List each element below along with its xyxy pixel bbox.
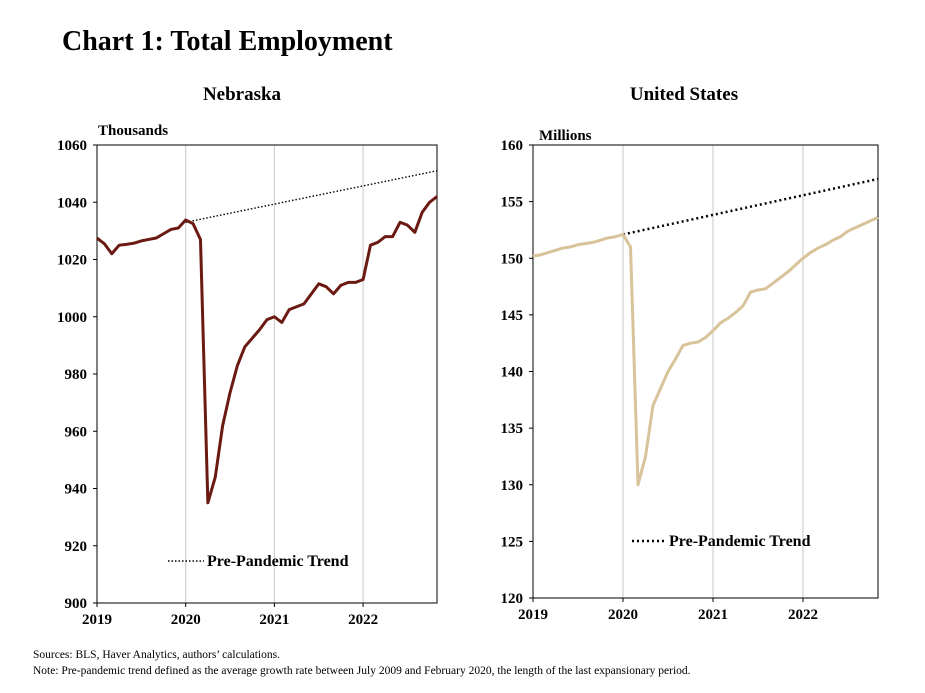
y-tick-label: 1040: [57, 195, 87, 211]
y-tick-label: 980: [65, 367, 88, 383]
y-tick-label: 140: [501, 365, 524, 381]
x-tick-label: 2021: [698, 607, 728, 623]
x-tick-label: 2022: [788, 607, 818, 623]
legend-label: Pre-Pandemic Trend: [207, 553, 349, 570]
chart-title: Chart 1: Total Employment: [62, 26, 393, 57]
y-tick-label: 1020: [57, 253, 87, 269]
x-tick-label: 2022: [348, 612, 378, 628]
y-tick-label: 940: [65, 482, 88, 498]
y-tick-label: 1000: [57, 310, 87, 326]
y-tick-label: 155: [501, 195, 524, 211]
us-panel-title: United States: [629, 84, 739, 105]
trend-line: [185, 170, 438, 223]
sources-note: Sources: BLS, Haver Analytics, authors’ …: [33, 649, 280, 661]
methodology-note: Note: Pre-pandemic trend defined as the …: [33, 665, 691, 677]
y-tick-label: 900: [65, 596, 88, 612]
x-tick-label: 2021: [259, 612, 289, 628]
y-tick-label: 960: [65, 424, 88, 440]
x-tick-label: 2020: [608, 607, 638, 623]
plot-frame: [532, 144, 879, 599]
y-tick-label: 920: [65, 539, 88, 555]
plot-frame: [96, 144, 438, 604]
nebraska-employment-line: [96, 195, 438, 505]
y-tick-label: 145: [501, 308, 524, 324]
y-axis-unit-label: Millions: [539, 128, 592, 144]
y-tick-label: 150: [501, 251, 524, 267]
nebraska-panel-title: Nebraska: [202, 84, 282, 105]
x-tick-label: 2019: [82, 612, 112, 628]
y-tick-label: 160: [501, 138, 524, 154]
x-tick-label: 2019: [518, 607, 548, 623]
trend-line: [622, 177, 879, 236]
y-axis-unit-label: Thousands: [98, 123, 168, 139]
y-tick-label: 135: [501, 421, 524, 437]
us-employment-line: [532, 216, 879, 487]
y-tick-label: 125: [501, 534, 524, 550]
y-tick-label: 130: [501, 478, 524, 494]
y-tick-label: 1060: [57, 138, 87, 154]
legend-label: Pre-Pandemic Trend: [669, 533, 811, 550]
x-tick-label: 2020: [171, 612, 201, 628]
y-tick-label: 120: [501, 591, 524, 607]
